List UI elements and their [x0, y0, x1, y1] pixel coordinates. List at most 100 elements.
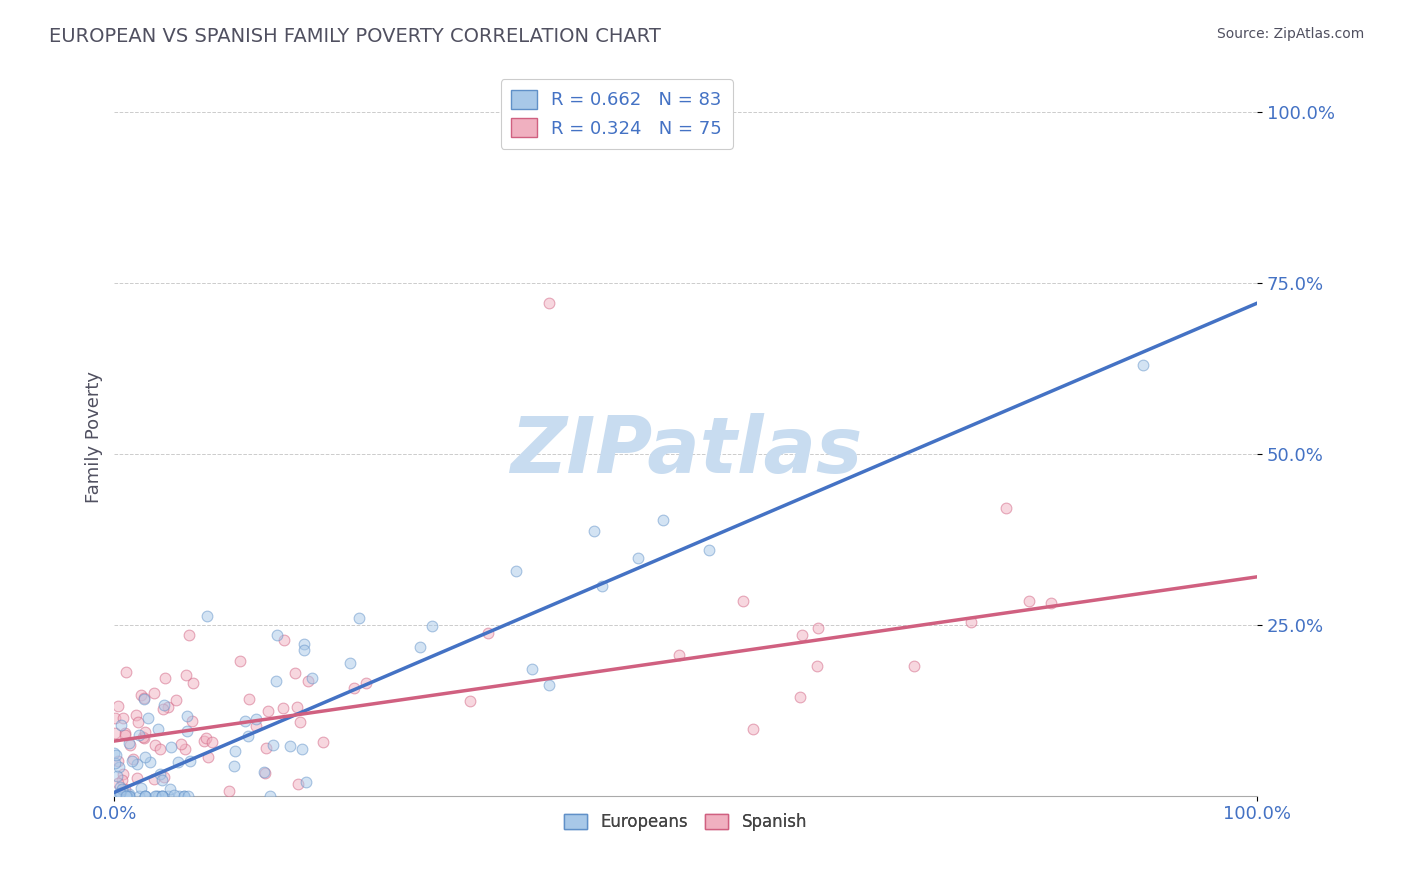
Point	[127, 714, 149, 729]
Point	[152, 702, 174, 716]
Point	[253, 764, 276, 779]
Point	[273, 632, 295, 647]
Point	[114, 782, 136, 797]
Point	[994, 501, 1017, 516]
Point	[146, 722, 169, 736]
Point	[134, 789, 156, 803]
Point	[1018, 593, 1040, 607]
Point	[115, 789, 138, 803]
Point	[312, 735, 335, 749]
Point	[128, 789, 150, 803]
Point	[176, 709, 198, 723]
Point	[138, 711, 160, 725]
Point	[284, 665, 307, 680]
Point	[290, 714, 312, 729]
Point	[132, 731, 155, 746]
Point	[142, 686, 165, 700]
Point	[292, 642, 315, 657]
Point	[177, 789, 200, 803]
Point	[257, 704, 280, 718]
Point	[104, 748, 127, 763]
Point	[233, 714, 256, 728]
Point	[301, 671, 323, 685]
Point	[114, 665, 136, 679]
Point	[477, 625, 499, 640]
Point	[505, 564, 527, 578]
Point	[111, 781, 134, 796]
Point	[114, 728, 136, 742]
Point	[160, 739, 183, 754]
Text: Source: ZipAtlas.com: Source: ZipAtlas.com	[1216, 27, 1364, 41]
Point	[254, 741, 277, 756]
Point	[409, 640, 432, 654]
Point	[150, 789, 173, 803]
Point	[122, 752, 145, 766]
Point	[152, 770, 174, 784]
Point	[285, 700, 308, 714]
Point	[537, 296, 560, 310]
Point	[806, 658, 828, 673]
Point	[104, 756, 127, 771]
Point	[420, 619, 443, 633]
Point	[107, 698, 129, 713]
Point	[287, 777, 309, 791]
Point	[807, 621, 830, 635]
Point	[339, 656, 361, 670]
Point	[156, 789, 179, 803]
Point	[253, 766, 276, 780]
Point	[742, 722, 765, 736]
Legend: Europeans, Spanish: Europeans, Spanish	[558, 806, 814, 838]
Point	[520, 662, 543, 676]
Point	[179, 755, 201, 769]
Point	[134, 749, 156, 764]
Point	[583, 524, 606, 538]
Point	[245, 712, 267, 726]
Point	[155, 671, 177, 685]
Point	[668, 648, 690, 662]
Point	[294, 637, 316, 651]
Point	[149, 742, 172, 756]
Point	[111, 767, 134, 781]
Point	[108, 759, 131, 773]
Point	[127, 772, 149, 786]
Point	[297, 673, 319, 688]
Point	[170, 738, 193, 752]
Point	[179, 628, 201, 642]
Point	[114, 725, 136, 739]
Point	[143, 772, 166, 787]
Point	[139, 756, 162, 770]
Point	[107, 754, 129, 768]
Point	[152, 698, 174, 712]
Point	[150, 789, 173, 803]
Point	[145, 738, 167, 752]
Point	[134, 725, 156, 739]
Point	[105, 789, 128, 803]
Point	[903, 659, 925, 673]
Point	[134, 692, 156, 706]
Point	[145, 789, 167, 803]
Y-axis label: Family Poverty: Family Poverty	[86, 370, 103, 502]
Point	[651, 513, 673, 527]
Point	[129, 688, 152, 702]
Point	[107, 776, 129, 790]
Point	[174, 668, 197, 682]
Point	[118, 789, 141, 803]
Point	[354, 676, 377, 690]
Point	[295, 775, 318, 789]
Point	[159, 781, 181, 796]
Point	[156, 699, 179, 714]
Point	[245, 719, 267, 733]
Point	[197, 750, 219, 764]
Point	[174, 741, 197, 756]
Point	[108, 780, 131, 794]
Point	[173, 789, 195, 803]
Point	[167, 755, 190, 769]
Point	[731, 593, 754, 607]
Point	[194, 731, 217, 745]
Point	[224, 758, 246, 772]
Point	[181, 714, 204, 729]
Point	[128, 728, 150, 742]
Point	[162, 788, 184, 802]
Point	[458, 694, 481, 708]
Point	[131, 780, 153, 795]
